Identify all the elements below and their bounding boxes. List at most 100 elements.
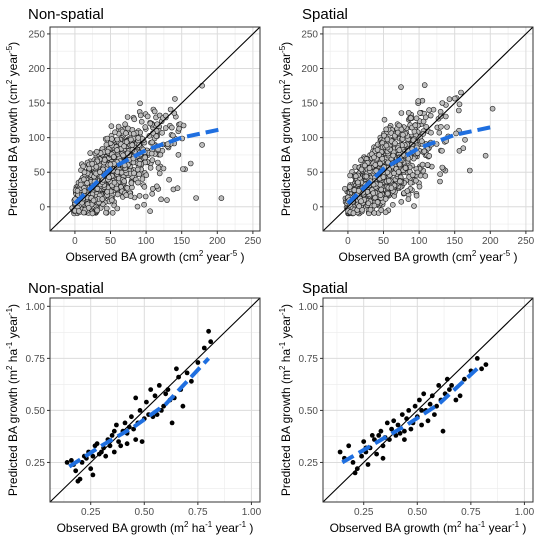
data-point (164, 141, 171, 147)
data-point (169, 420, 175, 426)
x-label-part: Observed BA growth (m (330, 521, 457, 535)
data-point (369, 433, 375, 438)
x-label-sup: 2 (472, 249, 477, 258)
data-point (111, 428, 117, 434)
data-point (94, 441, 100, 447)
x-tick-label: 50 (378, 236, 390, 247)
data-point (122, 420, 128, 426)
data-point (405, 155, 412, 162)
data-point (134, 203, 141, 210)
y-tick-label: 0.75 (26, 354, 46, 365)
data-point (150, 186, 156, 192)
data-point (405, 110, 412, 116)
data-point (352, 173, 359, 179)
data-point (180, 166, 186, 172)
data-point (376, 433, 382, 438)
y-label-part: ) (279, 304, 293, 308)
data-point (80, 163, 86, 170)
data-point (391, 418, 397, 424)
data-point (133, 437, 139, 442)
x-label-part: Observed BA growth (cm (339, 250, 472, 264)
data-point (69, 458, 74, 463)
y-tick-label: 50 (307, 168, 319, 179)
data-point (482, 152, 489, 159)
data-point (124, 185, 130, 191)
data-point (377, 192, 384, 198)
data-point (385, 178, 392, 184)
data-point (447, 387, 452, 392)
one-to-one-line (49, 297, 261, 503)
y-label-part: Predicted BA growth (m (279, 370, 293, 496)
data-point (398, 199, 405, 205)
data-point (112, 129, 118, 136)
data-point (402, 428, 407, 434)
data-point (114, 422, 119, 428)
data-point (379, 155, 386, 162)
data-point (195, 360, 201, 365)
data-point (397, 178, 403, 185)
data-point (371, 154, 377, 161)
data-point (366, 165, 373, 171)
data-point (389, 202, 396, 208)
data-point (374, 147, 381, 153)
plot-frame (49, 297, 261, 503)
data-point (187, 160, 194, 167)
data-point (418, 138, 425, 144)
data-point (137, 408, 143, 413)
data-point (114, 169, 121, 175)
data-point (367, 206, 374, 213)
data-point (439, 164, 446, 171)
x-label-sup: -1 (478, 520, 486, 529)
data-point (427, 401, 433, 407)
y-tick-label: 0.75 (299, 354, 319, 365)
x-label-part: Observed BA growth (m (57, 521, 184, 535)
data-point (424, 162, 431, 168)
data-point (358, 157, 364, 163)
y-label-part: year (6, 53, 20, 80)
data-point (407, 180, 414, 186)
data-point (432, 412, 437, 417)
one-to-one-line (322, 297, 534, 503)
data-point (444, 124, 450, 130)
data-point (427, 112, 434, 119)
data-point (378, 186, 385, 193)
panel-title: Non-spatial (28, 6, 104, 23)
data-point (166, 176, 172, 183)
data-point (458, 89, 464, 96)
data-point (133, 395, 139, 401)
data-point (120, 152, 126, 159)
one-to-one-line (49, 26, 261, 232)
data-point (149, 139, 155, 146)
y-tick-label: 0.50 (26, 406, 46, 417)
x-label-part: ) (237, 250, 244, 264)
data-point (374, 199, 381, 205)
data-point (164, 197, 170, 203)
y-label-part: ) (6, 304, 20, 308)
y-tick-label: 150 (28, 99, 45, 110)
panel-nonspatial-cm2: Non-spatial 0 50 100 150 200 250 0 50 100 150 200… (5, 6, 262, 264)
y-label-part: Predicted BA growth (cm (6, 84, 20, 216)
data-point (411, 203, 417, 209)
data-point (128, 180, 135, 186)
data-point (350, 210, 357, 216)
data-point (90, 472, 96, 478)
y-label-sup: 2 (278, 365, 287, 370)
data-point (426, 153, 433, 159)
data-point (399, 412, 405, 417)
data-point (437, 171, 443, 177)
data-point (489, 105, 496, 112)
data-point (88, 466, 94, 472)
data-point (184, 370, 190, 376)
data-point (128, 136, 134, 143)
data-point (384, 420, 390, 426)
data-point (423, 124, 430, 130)
x-tick-label: 150 (173, 236, 190, 247)
plot-frame (322, 297, 534, 503)
data-point (438, 124, 444, 130)
y-tick-label: 0 (39, 202, 45, 213)
data-point (474, 356, 480, 361)
data-point (109, 210, 116, 216)
data-point (404, 188, 411, 194)
data-point (111, 449, 117, 455)
x-tick-labels: 0.25 0.50 0.75 1.00 (81, 502, 262, 518)
